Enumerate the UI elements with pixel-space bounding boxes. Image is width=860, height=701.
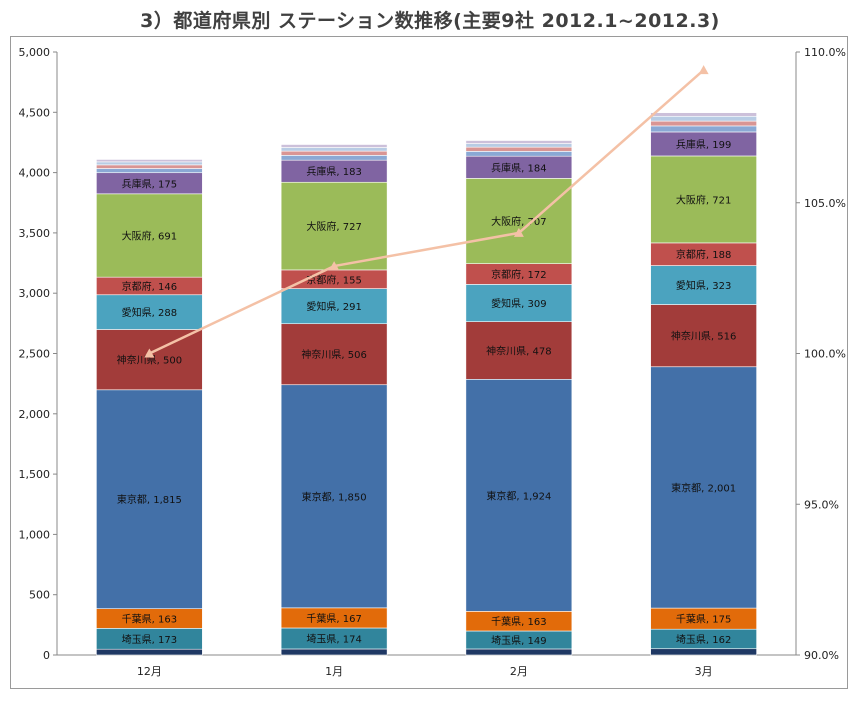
bar-segment-other2-3 bbox=[650, 120, 757, 127]
y-left-tick-label-5: 2,500 bbox=[19, 348, 51, 361]
y-left-tick-label-3: 1,500 bbox=[19, 468, 51, 481]
x-category-label-1: 1月 bbox=[325, 665, 343, 678]
bar-segment-other4-0 bbox=[96, 159, 203, 163]
growth-line-marker-2 bbox=[513, 227, 524, 237]
growth-line bbox=[148, 69, 705, 355]
bar-segment-base-1 bbox=[280, 648, 388, 656]
growth-line-marker-0 bbox=[144, 348, 155, 358]
growth-line-marker-1 bbox=[329, 261, 340, 271]
segment-label-6-2: 京都府, 172 bbox=[491, 268, 546, 281]
x-category-label-2: 2月 bbox=[510, 665, 528, 678]
bar-segment-4-2 bbox=[465, 321, 573, 380]
bar-segment-other1-0 bbox=[96, 168, 203, 174]
segment-label-2-2: 千葉県, 163 bbox=[491, 615, 546, 628]
segment-label-3-1: 東京都, 1,850 bbox=[302, 490, 367, 503]
y-left-tick-label-9: 4,500 bbox=[19, 106, 51, 119]
bar-segment-other3-3 bbox=[650, 115, 757, 122]
chart-frame bbox=[10, 36, 848, 689]
segment-label-1-0: 埼玉県, 173 bbox=[122, 633, 177, 646]
segment-label-8-2: 兵庫県, 184 bbox=[491, 161, 546, 174]
y-right-tick-label-0: 90.0% bbox=[804, 649, 839, 662]
segment-label-3-0: 東京都, 1,815 bbox=[117, 493, 182, 506]
bar-segment-base-0 bbox=[96, 648, 203, 656]
bar-segment-other4-3 bbox=[650, 112, 757, 117]
y-left-tick-label-8: 4,000 bbox=[19, 167, 51, 180]
segment-label-7-3: 大阪府, 721 bbox=[676, 193, 731, 206]
segment-label-4-1: 神奈川県, 506 bbox=[301, 348, 366, 361]
segment-label-8-3: 兵庫県, 199 bbox=[676, 138, 731, 151]
x-category-label-3: 3月 bbox=[695, 665, 713, 678]
segment-label-6-3: 京都府, 188 bbox=[676, 248, 731, 261]
segment-label-7-0: 大阪府, 691 bbox=[122, 229, 177, 242]
bar-segment-other1-1 bbox=[280, 155, 388, 161]
bar-segment-other2-1 bbox=[280, 150, 388, 156]
growth-line-layer bbox=[144, 65, 709, 358]
y-left-tick-label-0: 0 bbox=[43, 649, 50, 662]
bar-segment-7-2 bbox=[465, 178, 573, 264]
bar-segment-base-3 bbox=[650, 648, 757, 656]
y-left-tick-label-1: 500 bbox=[29, 589, 50, 602]
bar-segment-other3-0 bbox=[96, 161, 203, 166]
segment-label-4-0: 神奈川県, 500 bbox=[117, 354, 182, 367]
segment-label-5-1: 愛知県, 291 bbox=[306, 300, 361, 313]
segment-label-5-0: 愛知県, 288 bbox=[122, 306, 177, 319]
segment-label-6-0: 京都府, 146 bbox=[122, 280, 177, 293]
bar-segment-5-2 bbox=[465, 284, 573, 322]
bar-segment-base-2 bbox=[465, 648, 573, 656]
bar-segment-5-3 bbox=[650, 265, 757, 305]
bar-segment-other4-1 bbox=[280, 144, 388, 148]
bar-segment-5-1 bbox=[280, 288, 388, 325]
bar-segment-3-0 bbox=[96, 389, 203, 609]
segment-label-7-2: 大阪府, 707 bbox=[491, 215, 546, 228]
bar-segment-other3-2 bbox=[465, 143, 573, 148]
segment-label-6-1: 京都府, 155 bbox=[306, 273, 361, 286]
y-left-tick-label-4: 2,000 bbox=[19, 408, 51, 421]
y-left-tick-label-6: 3,000 bbox=[19, 287, 51, 300]
segment-label-8-0: 兵庫県, 175 bbox=[122, 177, 177, 190]
segment-label-3-2: 東京都, 1,924 bbox=[486, 489, 551, 502]
segment-label-1-3: 埼玉県, 162 bbox=[676, 633, 731, 646]
bar-segment-other3-1 bbox=[280, 147, 388, 152]
y-right-tick-label-3: 105.0% bbox=[804, 197, 846, 210]
segment-labels-layer: 埼玉県, 173 千葉県, 163 東京都, 1,815 神奈川県, 500 愛知県, … bbox=[117, 138, 737, 647]
bar-segment-other2-0 bbox=[96, 164, 203, 169]
bar-segment-7-0 bbox=[96, 193, 203, 278]
bar-segment-other1-3 bbox=[650, 125, 757, 133]
bar-segment-other2-2 bbox=[465, 146, 573, 152]
bar-segment-7-1 bbox=[280, 181, 388, 271]
y-left-tick-label-10: 5,000 bbox=[19, 46, 51, 59]
x-category-label-0: 12月 bbox=[137, 665, 162, 678]
segment-label-2-0: 千葉県, 163 bbox=[122, 613, 177, 626]
bar-segment-other4-2 bbox=[465, 140, 573, 144]
segment-label-4-2: 神奈川県, 478 bbox=[486, 344, 551, 357]
bar-segment-4-0 bbox=[96, 329, 203, 391]
segment-label-5-3: 愛知県, 323 bbox=[676, 279, 731, 292]
bar-segment-3-3 bbox=[650, 366, 757, 609]
bar-segment-4-1 bbox=[280, 323, 388, 386]
chart-title: 3）都道府県別 ステーション数推移(主要9社 2012.1~2012.3) bbox=[140, 10, 720, 32]
segment-label-2-3: 千葉県, 175 bbox=[676, 613, 731, 626]
segment-label-7-1: 大阪府, 727 bbox=[306, 220, 361, 233]
growth-line-marker-3 bbox=[698, 65, 709, 75]
y-right-tick-label-4: 110.0% bbox=[804, 46, 846, 59]
y-right-tick-label-2: 100.0% bbox=[804, 348, 846, 361]
segment-label-8-1: 兵庫県, 183 bbox=[306, 165, 361, 178]
y-left-tick-label-7: 3,500 bbox=[19, 227, 51, 240]
bar-segment-3-1 bbox=[280, 384, 388, 609]
segment-label-1-2: 埼玉県, 149 bbox=[491, 634, 546, 647]
axis-ticks-layer: 0 500 1,000 1,500 2,000 2,500 3,000 3,500 4,000 4… bbox=[19, 46, 846, 678]
segment-label-4-3: 神奈川県, 516 bbox=[671, 330, 736, 343]
bar-segment-4-3 bbox=[650, 304, 757, 368]
y-right-tick-label-1: 95.0% bbox=[804, 498, 839, 511]
segment-label-1-1: 埼玉県, 174 bbox=[306, 632, 361, 645]
segment-label-2-1: 千葉県, 167 bbox=[306, 612, 361, 625]
segment-label-5-2: 愛知県, 309 bbox=[491, 297, 546, 310]
bar-segment-other1-2 bbox=[465, 151, 573, 157]
segment-label-3-3: 東京都, 2,001 bbox=[671, 481, 736, 494]
y-left-tick-label-2: 1,000 bbox=[19, 528, 51, 541]
bars-layer bbox=[96, 112, 757, 656]
bar-segment-7-3 bbox=[650, 155, 757, 244]
